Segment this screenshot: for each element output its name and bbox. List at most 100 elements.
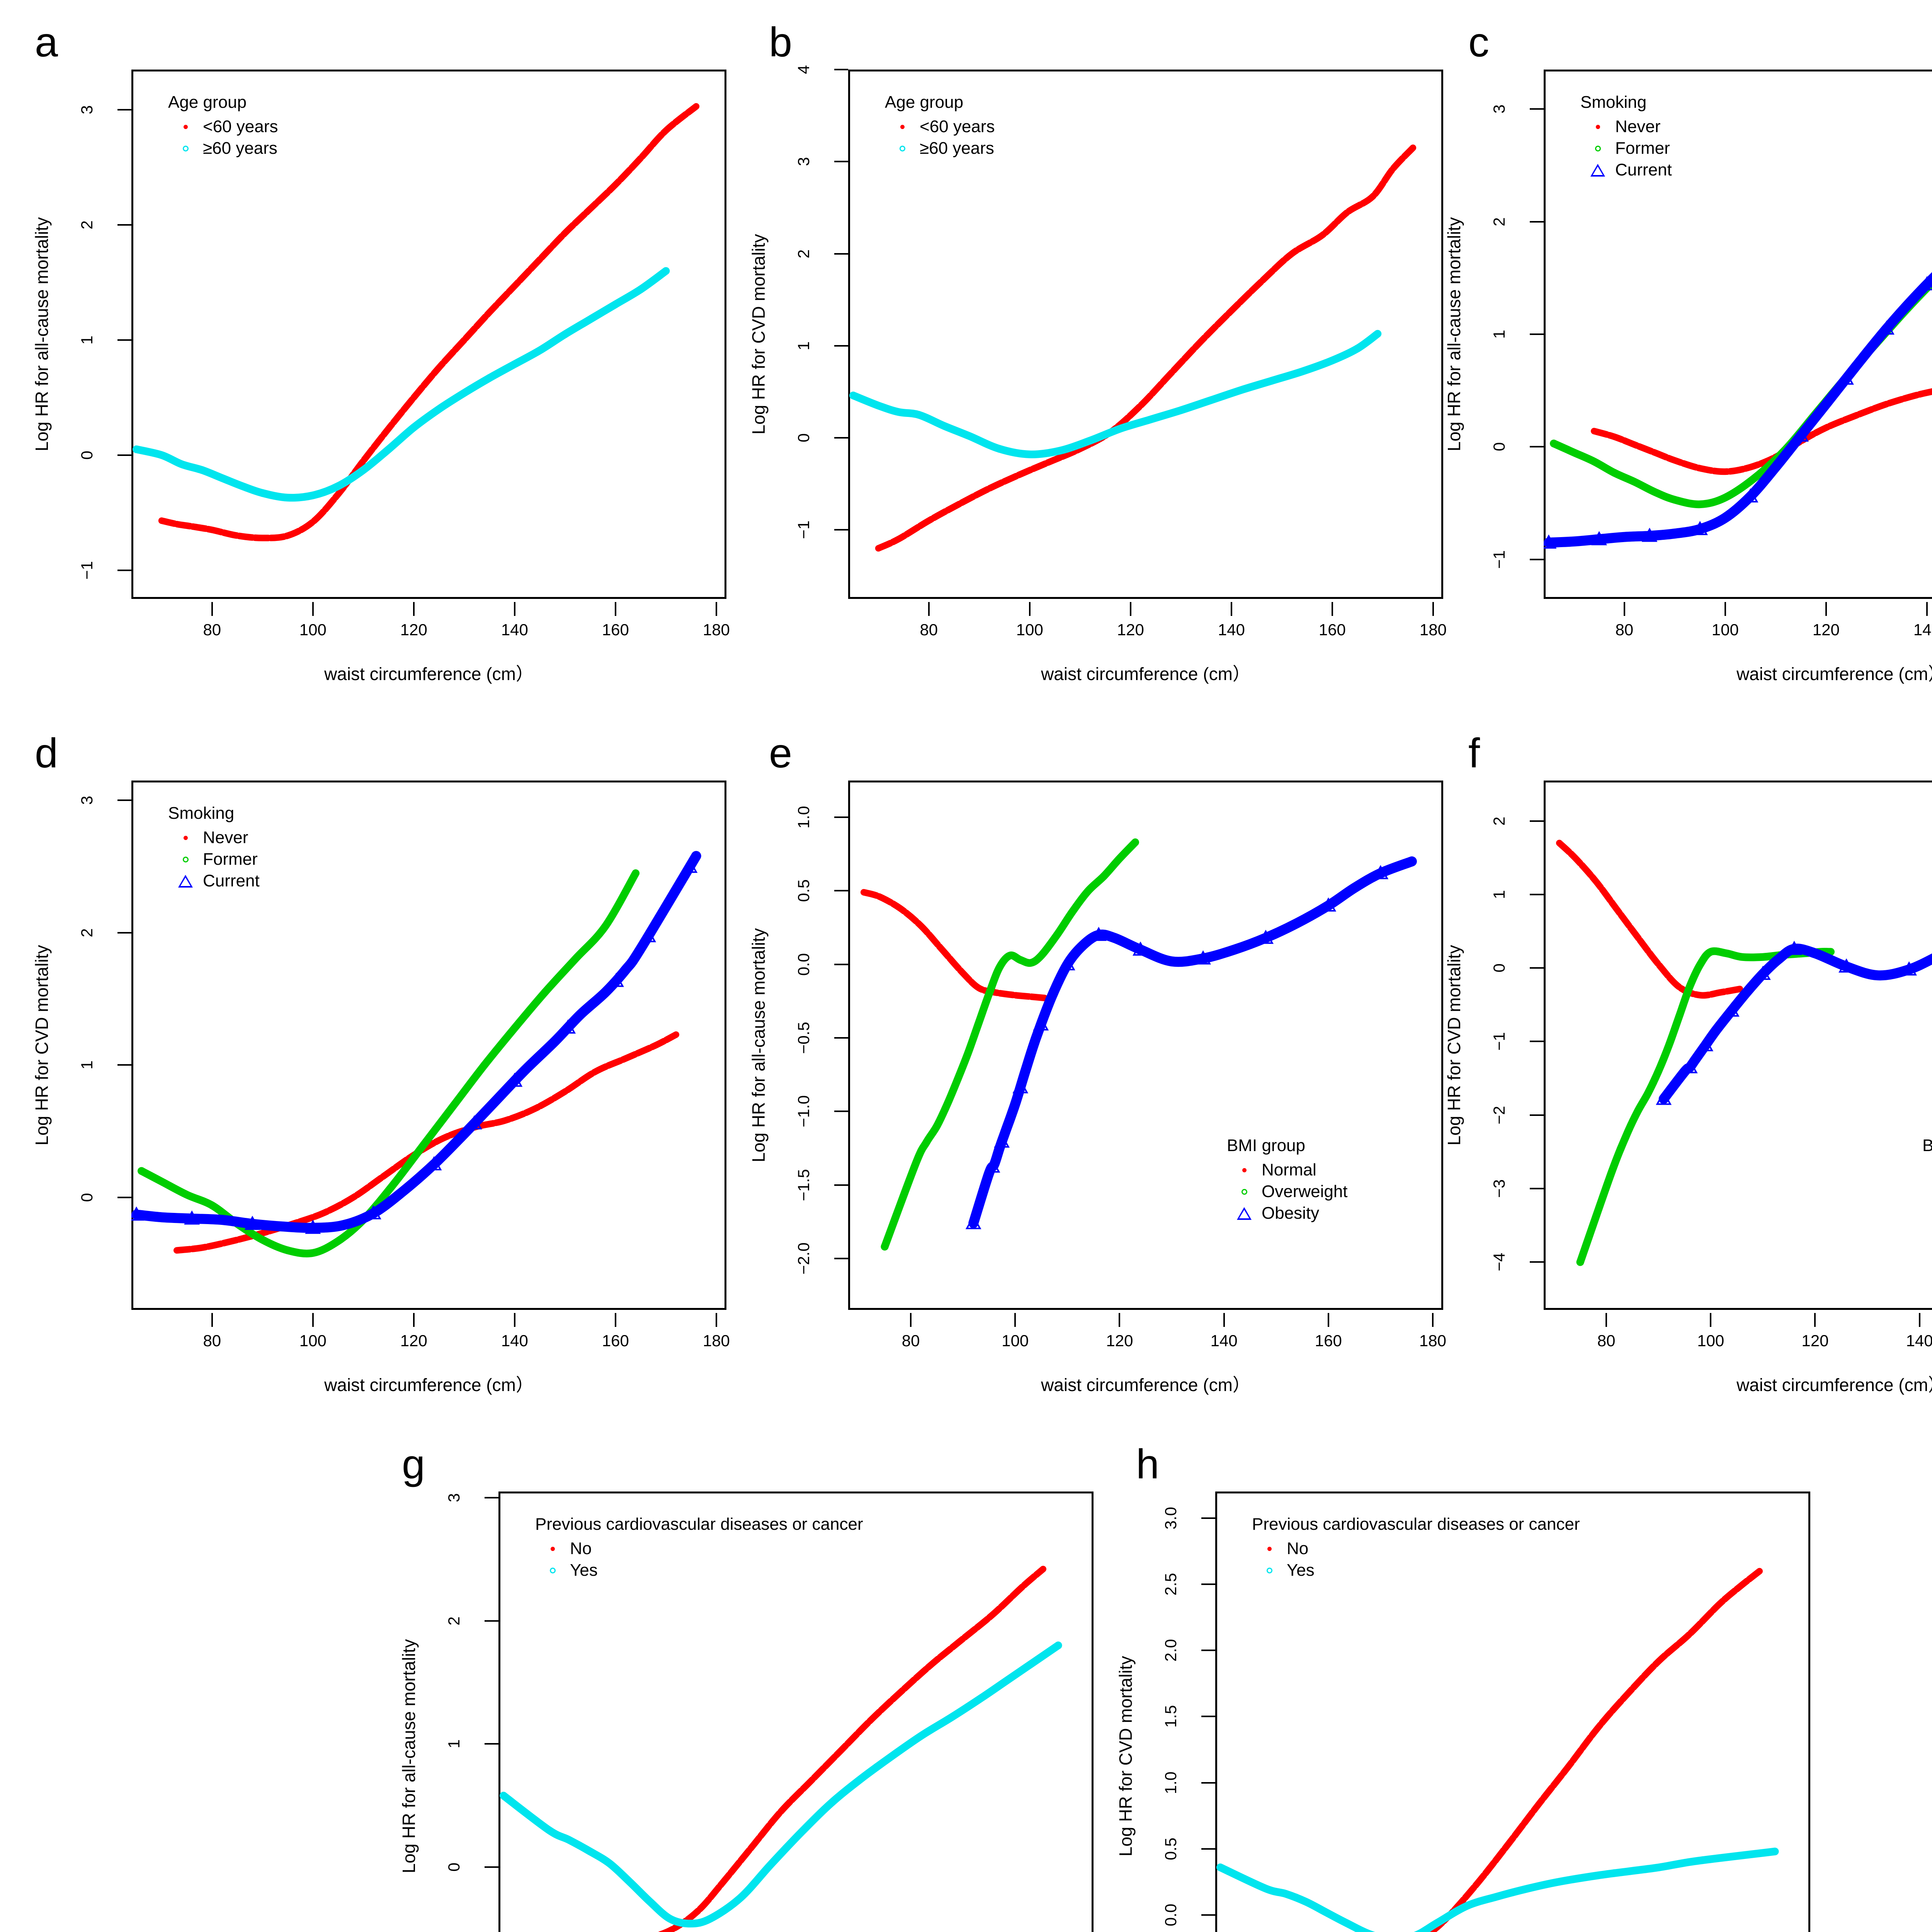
x-tick-label: 80 bbox=[901, 1332, 920, 1350]
y-tick bbox=[117, 1196, 131, 1198]
x-tick bbox=[312, 1313, 314, 1327]
x-tick bbox=[910, 1313, 912, 1327]
x-tick bbox=[614, 1313, 616, 1327]
legend-item[interactable]: No bbox=[535, 1538, 863, 1560]
y-tick bbox=[1530, 333, 1544, 335]
legend-title: Age group bbox=[885, 93, 964, 112]
panel-letter-e: e bbox=[769, 730, 793, 776]
legend-marker-tri-open-icon bbox=[168, 874, 203, 888]
legend-marker-dot-open-icon bbox=[1922, 1189, 1932, 1195]
legend-item[interactable]: <60 years bbox=[885, 116, 995, 138]
x-tick bbox=[1119, 1313, 1121, 1327]
y-axis-label: Log HR for CVD mortality bbox=[1116, 1656, 1136, 1857]
x-tick bbox=[514, 602, 515, 616]
legend-item[interactable]: Obesity bbox=[1227, 1202, 1348, 1224]
open-circle-icon bbox=[1266, 1567, 1272, 1573]
y-tick-label: −1.0 bbox=[794, 1095, 813, 1128]
legend-marker-dot-open-icon bbox=[535, 1567, 570, 1573]
y-tick bbox=[1530, 446, 1544, 448]
legend-marker-dot-solid-icon bbox=[1580, 124, 1615, 129]
x-tick bbox=[1926, 602, 1928, 616]
legend-smoking: Smoking Never Former Current bbox=[168, 804, 260, 892]
y-tick bbox=[117, 569, 131, 571]
x-axis-label: waist circumference (cm） bbox=[324, 1375, 534, 1395]
legend-item[interactable]: <60 years bbox=[168, 116, 278, 138]
legend-item[interactable]: Current bbox=[168, 870, 260, 892]
y-axis-label: Log HR for all-cause mortality bbox=[748, 928, 769, 1162]
panel-letter-d: d bbox=[35, 730, 58, 776]
legend-item[interactable]: Normal bbox=[1227, 1159, 1348, 1181]
y-tick bbox=[1201, 1517, 1215, 1519]
series-Never bbox=[1591, 388, 1932, 475]
y-tick-label: 3.0 bbox=[1162, 1507, 1180, 1529]
y-axis-label: Log HR for CVD mortality bbox=[1444, 945, 1464, 1146]
legend-label: Current bbox=[1615, 160, 1672, 179]
legend-marker-dot-open-icon bbox=[1227, 1189, 1262, 1195]
legend-label: No bbox=[570, 1539, 592, 1558]
x-tick bbox=[1814, 1313, 1816, 1327]
legend-item[interactable]: ≥60 years bbox=[168, 138, 278, 159]
panel-a: a −1 0 1 2 3 80 100 120 140 160 180 waist circumfere… bbox=[32, 21, 773, 730]
legend-item[interactable]: Never bbox=[168, 827, 260, 849]
legend-item[interactable]: Yes bbox=[535, 1560, 863, 1581]
x-axis-label: waist circumference (cm） bbox=[1041, 1375, 1250, 1395]
legend-item[interactable]: Obesity bbox=[1922, 1202, 1932, 1224]
legend-label: <60 years bbox=[920, 117, 995, 136]
y-tick-label: 0 bbox=[1490, 442, 1508, 452]
legend-label: Former bbox=[203, 850, 258, 869]
y-tick-label: 1.0 bbox=[1162, 1771, 1180, 1794]
legend-item[interactable]: Overweight bbox=[1227, 1181, 1348, 1202]
legend-item[interactable]: Normal bbox=[1922, 1159, 1932, 1181]
x-tick-label: 80 bbox=[1615, 621, 1634, 639]
series-Yes bbox=[500, 1641, 1062, 1928]
y-tick bbox=[834, 963, 848, 965]
legend-label: Former bbox=[1615, 139, 1670, 158]
y-tick-label: 3 bbox=[445, 1493, 463, 1502]
legend-age: Age group <60 years ≥60 years bbox=[168, 93, 278, 159]
y-tick bbox=[834, 1184, 848, 1186]
x-tick-label: 100 bbox=[299, 1332, 327, 1350]
y-tick-label: −2.0 bbox=[794, 1242, 813, 1275]
y-tick-label: 1 bbox=[794, 341, 813, 350]
legend-item[interactable]: No bbox=[1252, 1538, 1580, 1560]
y-tick bbox=[485, 1620, 498, 1622]
y-tick-label: 0.0 bbox=[794, 953, 813, 976]
x-tick bbox=[715, 1313, 717, 1327]
x-tick-label: 160 bbox=[602, 621, 629, 639]
legend-item[interactable]: Overweight bbox=[1922, 1181, 1932, 1202]
legend-item[interactable]: Former bbox=[168, 849, 260, 870]
y-tick-label: 3 bbox=[1490, 104, 1508, 114]
series-Yes bbox=[1216, 1847, 1779, 1932]
open-triangle-icon bbox=[178, 874, 193, 888]
y-tick-label: 1 bbox=[1490, 890, 1508, 899]
series-Current bbox=[131, 851, 701, 1234]
x-tick bbox=[1014, 1313, 1016, 1327]
y-tick-label: 1 bbox=[78, 1060, 96, 1070]
y-tick-label: 0 bbox=[794, 433, 813, 442]
y-tick bbox=[485, 1743, 498, 1745]
plot-frame bbox=[848, 781, 1443, 1310]
x-tick bbox=[614, 602, 616, 616]
legend-item[interactable]: Never bbox=[1580, 116, 1672, 138]
legend-item[interactable]: Yes bbox=[1252, 1560, 1580, 1581]
x-tick-label: 160 bbox=[1315, 1332, 1342, 1350]
legend-marker-dot-open-icon bbox=[885, 145, 920, 151]
plot-area bbox=[131, 70, 726, 599]
legend-item[interactable]: Former bbox=[1580, 138, 1672, 159]
y-tick bbox=[1530, 558, 1544, 560]
legend-marker-tri-open-icon bbox=[1922, 1207, 1932, 1220]
x-tick bbox=[1029, 602, 1031, 616]
series-Former bbox=[1550, 277, 1932, 509]
legend-item[interactable]: ≥60 years bbox=[885, 138, 995, 159]
y-tick bbox=[117, 109, 131, 111]
legend-label: <60 years bbox=[203, 117, 278, 136]
panel-letter-f: f bbox=[1468, 730, 1480, 776]
y-tick-label: 2 bbox=[78, 928, 96, 937]
legend-title: Smoking bbox=[168, 804, 235, 823]
legend-item[interactable]: Current bbox=[1580, 159, 1672, 181]
x-tick-label: 100 bbox=[1711, 621, 1739, 639]
x-tick-label: 180 bbox=[702, 621, 730, 639]
legend-marker-tri-open-icon bbox=[1227, 1207, 1262, 1220]
